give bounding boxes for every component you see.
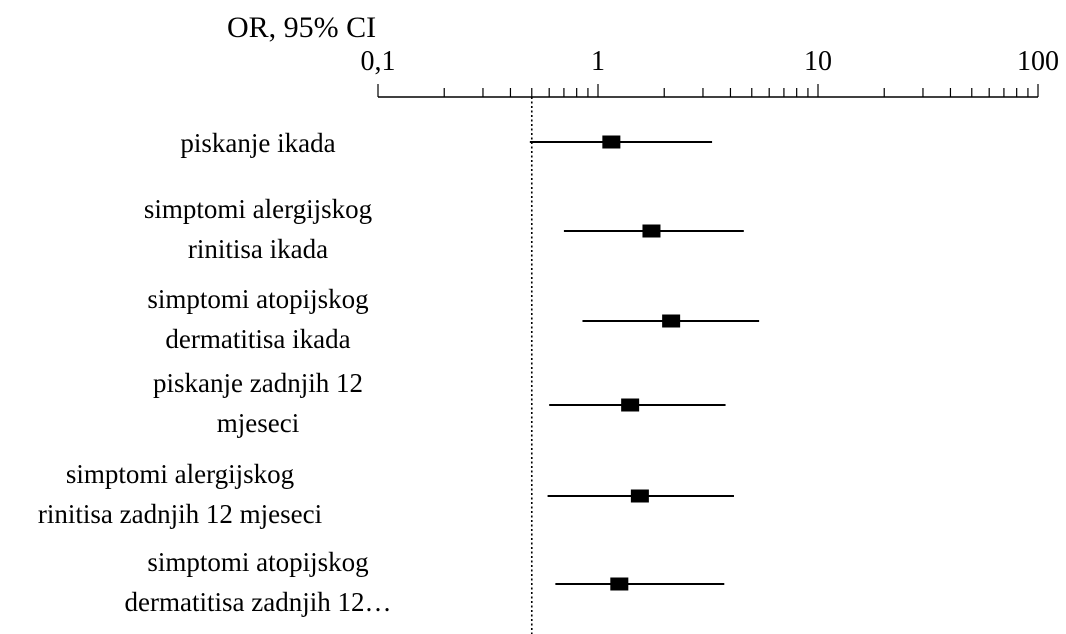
row-label-line: simptomi alergijskog (144, 194, 372, 224)
x-axis: 0,1 1 10 100 (361, 46, 1059, 98)
forest-row: simptomi atopijskog dermatitisa ikada (147, 284, 760, 354)
forest-row: simptomi atopijskog dermatitisa zadnjih 1… (125, 547, 725, 617)
or-point (610, 577, 629, 591)
or-point (630, 489, 649, 503)
x-tick-label: 10 (804, 46, 832, 77)
row-label-line: simptomi atopijskog (147, 284, 368, 314)
x-tick-label: 1 (591, 46, 605, 77)
or-point (642, 224, 661, 238)
forest-row: piskanje ikada (180, 128, 713, 158)
row-label-line: rinitisa ikada (188, 234, 328, 264)
row-label-line: dermatitisa zadnjih 12… (125, 587, 392, 617)
forest-row: simptomi alergijskog rinitisa ikada (144, 194, 744, 264)
or-point (662, 314, 681, 328)
or-point (621, 398, 640, 412)
forest-row: simptomi alergijskog rinitisa zadnjih 12 … (38, 459, 734, 529)
row-label: simptomi alergijskog rinitisa zadnjih 12 … (38, 459, 322, 529)
row-label-line: piskanje zadnjih 12 (153, 368, 363, 398)
forest-row: piskanje zadnjih 12 mjeseci (153, 368, 726, 438)
row-label: piskanje ikada (180, 128, 335, 158)
row-label-line: rinitisa zadnjih 12 mjeseci (38, 499, 322, 529)
row-label: simptomi atopijskog dermatitisa ikada (147, 284, 368, 354)
row-label-line: dermatitisa ikada (165, 324, 350, 354)
row-label: piskanje zadnjih 12 mjeseci (153, 368, 363, 438)
row-label: simptomi atopijskog dermatitisa zadnjih 1… (125, 547, 392, 617)
x-tick-label: 100 (1017, 46, 1059, 77)
row-label: simptomi alergijskog rinitisa ikada (144, 194, 372, 264)
x-tick-label: 0,1 (361, 46, 396, 77)
forest-rows: piskanje ikada simptomi alergijskog riniti… (38, 128, 760, 617)
chart-title: OR, 95% CI (227, 11, 376, 44)
row-label-line: simptomi atopijskog (147, 547, 368, 577)
or-point (602, 135, 621, 149)
row-label-line: mjeseci (217, 408, 299, 438)
row-label-line: piskanje ikada (180, 128, 335, 158)
row-label-line: simptomi alergijskog (66, 459, 294, 489)
